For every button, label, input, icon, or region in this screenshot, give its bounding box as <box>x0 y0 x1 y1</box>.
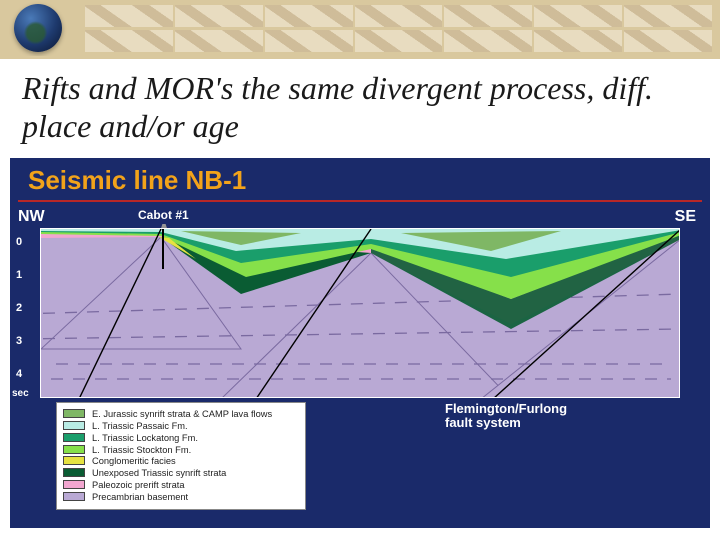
legend-text: Precambrian basement <box>92 492 188 502</box>
legend-text: Paleozoic prerift strata <box>92 480 185 490</box>
legend-row: Paleozoic prerift strata <box>63 480 299 490</box>
depth-tick: 3 <box>16 335 22 347</box>
title-block: Rifts and MOR's the same divergent proce… <box>0 56 720 154</box>
legend-row: Conglomeritic facies <box>63 456 299 466</box>
header-band <box>0 0 720 56</box>
flemington-fault-label: Flemington/Furlongfault system <box>445 402 567 432</box>
swatch-icon <box>63 445 85 454</box>
globe-icon <box>14 4 62 52</box>
sec-label: sec <box>12 388 29 399</box>
swatch-icon <box>63 409 85 418</box>
swatch-icon <box>63 492 85 501</box>
direction-nw: NW <box>18 208 45 226</box>
legend-row: L. Triassic Passaic Fm. <box>63 421 299 431</box>
legend-row: L. Triassic Stockton Fm. <box>63 445 299 455</box>
depth-tick: 2 <box>16 302 22 314</box>
map-row <box>85 5 712 27</box>
divider-line <box>18 200 702 202</box>
header-underline <box>0 56 720 59</box>
legend-text: L. Triassic Lockatong Fm. <box>92 433 198 443</box>
legend-row: L. Triassic Lockatong Fm. <box>63 433 299 443</box>
legend-row: E. Jurassic synrift strata & CAMP lava f… <box>63 409 299 419</box>
map-row <box>85 30 712 52</box>
depth-tick: 0 <box>16 236 22 248</box>
cabot-label: Cabot #1 <box>138 208 189 222</box>
swatch-icon <box>63 456 85 465</box>
depth-axis: 0 1 2 3 4 <box>16 236 22 401</box>
cross-section-svg <box>41 229 680 398</box>
depth-tick: 4 <box>16 368 22 380</box>
swatch-icon <box>63 421 85 430</box>
swatch-icon <box>63 480 85 489</box>
direction-se: SE <box>675 208 696 226</box>
seismic-heading: Seismic line NB-1 <box>28 165 246 196</box>
legend-text: E. Jurassic synrift strata & CAMP lava f… <box>92 409 272 419</box>
legend-row: Precambrian basement <box>63 492 299 502</box>
depth-tick: 1 <box>16 269 22 281</box>
legend-text: L. Triassic Passaic Fm. <box>92 421 188 431</box>
legend-text: Unexposed Triassic synrift strata <box>92 468 226 478</box>
legend-text: L. Triassic Stockton Fm. <box>92 445 191 455</box>
legend-text: Conglomeritic facies <box>92 456 176 466</box>
swatch-icon <box>63 468 85 477</box>
legend-row: Unexposed Triassic synrift strata <box>63 468 299 478</box>
legend: E. Jurassic synrift strata & CAMP lava f… <box>56 402 306 510</box>
cross-section: , 5 km , 1.1 at 5.5 km/s <box>40 228 680 398</box>
page-title: Rifts and MOR's the same divergent proce… <box>22 70 698 146</box>
seismic-frame: Seismic line NB-1 NW SE Cabot #1 0 1 2 3… <box>10 158 710 528</box>
swatch-icon <box>63 433 85 442</box>
